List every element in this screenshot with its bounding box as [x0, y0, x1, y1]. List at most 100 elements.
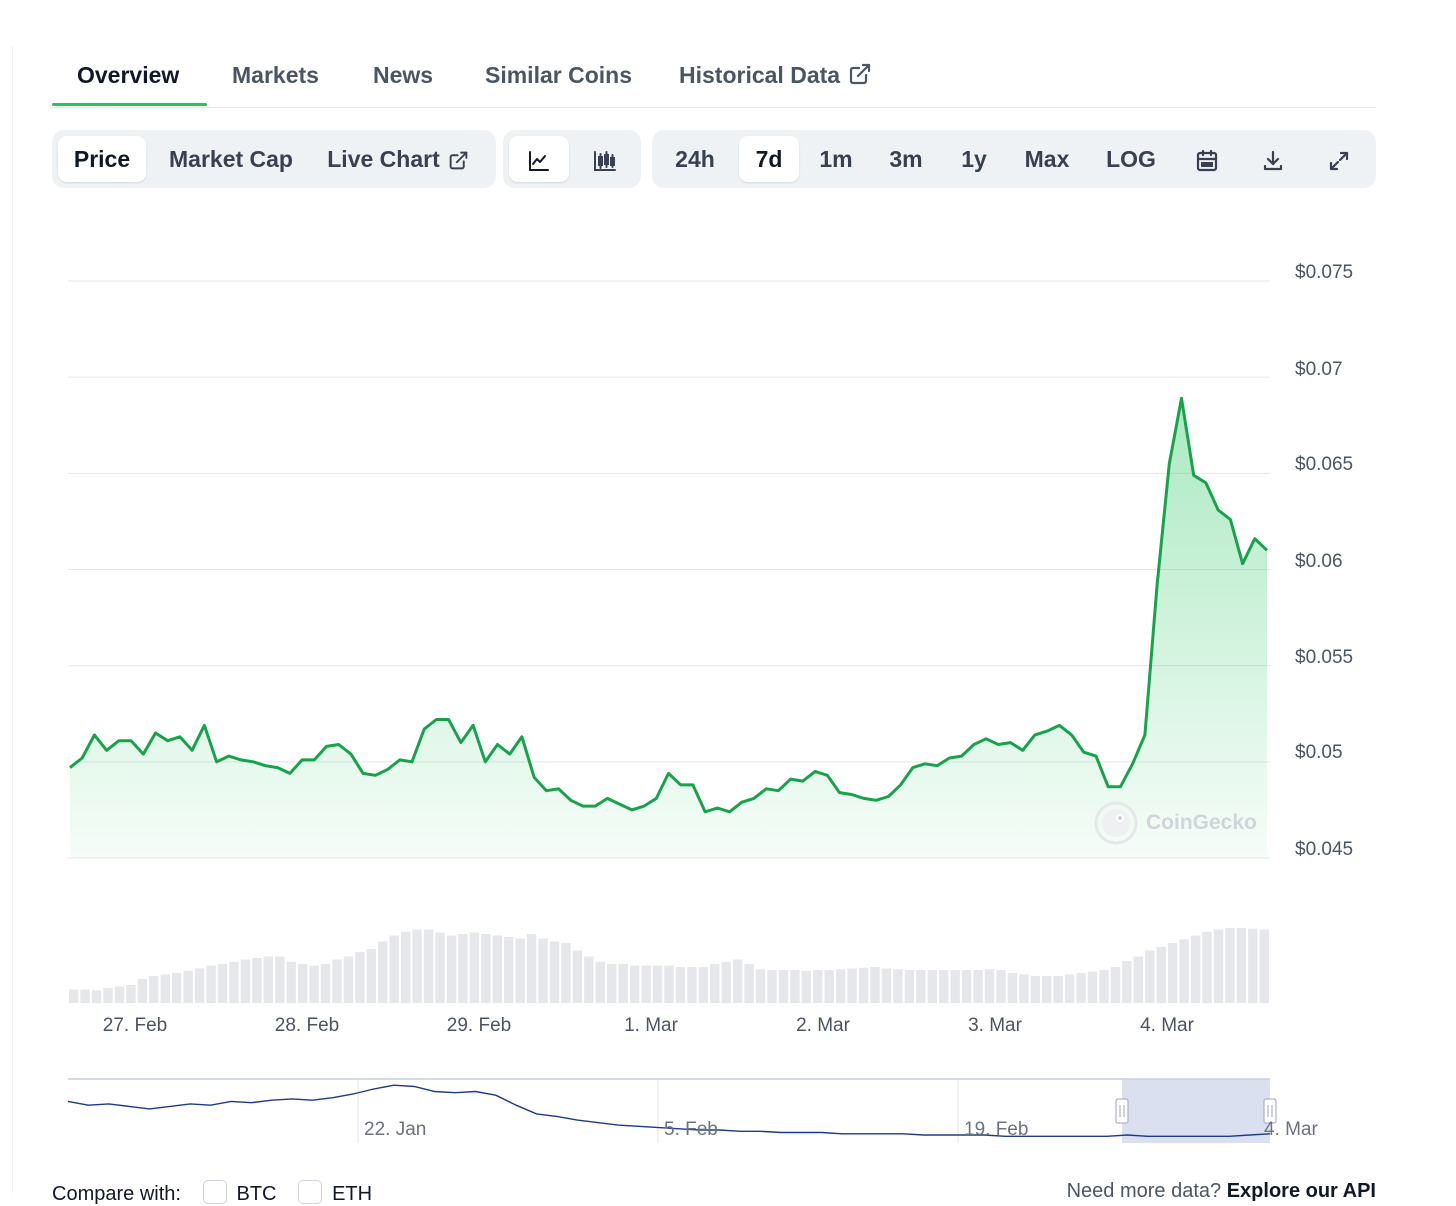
volume-bar [1064, 974, 1075, 1003]
tab-markets[interactable]: Markets [232, 62, 319, 88]
volume-bar [435, 932, 445, 1003]
fullscreen-icon [1329, 151, 1349, 171]
volume-bar [893, 969, 903, 1004]
volume-bar [629, 965, 640, 1003]
volume-bar [309, 965, 319, 1003]
volume-bar [492, 935, 502, 1003]
api-promo-text: Need more data? [1066, 1180, 1222, 1202]
compare-row: Compare with: BTC ETH [52, 1180, 372, 1206]
x-axis-label: 29. Feb [446, 1015, 512, 1036]
active-tab-indicator [52, 103, 207, 106]
volume-bar [1259, 929, 1269, 1003]
navigator-left-handle[interactable] [1115, 1098, 1129, 1124]
explore-api-link[interactable]: Explore our API [1226, 1180, 1376, 1202]
volume-bar [1190, 935, 1201, 1003]
compare-eth-checkbox[interactable] [298, 1180, 323, 1204]
volume-bar [458, 934, 468, 1003]
range-24h-button[interactable]: 24h [675, 146, 715, 172]
volume-bar [652, 965, 663, 1003]
volume-bar [870, 967, 880, 1003]
range-1y-button[interactable]: 1y [961, 146, 987, 172]
candlestick-chart-button[interactable] [575, 136, 635, 182]
volume-bar [641, 965, 651, 1003]
volume-bar [1248, 928, 1258, 1004]
volume-bar [1179, 939, 1189, 1004]
fullscreen-button[interactable] [1314, 136, 1364, 182]
volume-bar [183, 970, 193, 1004]
log-scale-button[interactable]: LOG [1106, 146, 1156, 172]
volume-bar [149, 976, 159, 1003]
volume-bar [1225, 928, 1235, 1003]
download-button[interactable] [1248, 136, 1298, 182]
volume-bar [710, 964, 720, 1003]
y-axis-label: $0.075 [1295, 262, 1354, 283]
volume-bar [572, 950, 583, 1003]
volume-bar [1145, 950, 1155, 1003]
volume-bar [343, 956, 354, 1003]
volume-bar [114, 986, 125, 1003]
volume-bar [1087, 971, 1098, 1003]
line-chart-button[interactable] [509, 136, 569, 182]
volume-bar [1236, 928, 1247, 1003]
navigator-date-label: 19. Feb [964, 1119, 1029, 1140]
volume-bar [412, 929, 422, 1003]
volume-bar [1156, 946, 1166, 1004]
volume-bar [755, 969, 766, 1004]
volume-bar [504, 937, 514, 1003]
volume-bar [1110, 967, 1121, 1003]
navigator-right-handle[interactable] [1263, 1098, 1277, 1124]
range-max-button[interactable]: Max [1024, 146, 1070, 172]
tab-overview[interactable]: Overview [77, 62, 180, 88]
download-icon [1263, 150, 1283, 171]
volume-bar [916, 970, 926, 1003]
navigator-selection[interactable] [1122, 1079, 1270, 1143]
tab-similar-coins[interactable]: Similar Coins [485, 62, 632, 88]
external-link-icon [449, 152, 468, 170]
range-7d-button[interactable]: 7d [739, 136, 799, 182]
range-navigator[interactable] [67, 1078, 1277, 1143]
compare-label: Compare with: [52, 1183, 181, 1205]
volume-bar [790, 970, 800, 1003]
volume-bar [687, 967, 697, 1003]
volume-bar [389, 935, 399, 1003]
price-area-fill [70, 398, 1267, 858]
range-3m-button[interactable]: 3m [889, 146, 923, 172]
x-axis-label: 28. Feb [274, 1015, 340, 1036]
volume-bar [69, 989, 79, 1003]
volume-bar [252, 958, 262, 1003]
coingecko-watermark: CoinGecko [1094, 801, 1257, 845]
external-link-icon [849, 63, 871, 85]
y-axis-label: $0.055 [1295, 647, 1354, 668]
price-button[interactable]: Price [58, 136, 146, 182]
volume-bar [91, 990, 102, 1004]
x-axis-label: 2. Mar [796, 1015, 850, 1036]
volume-bar [217, 964, 228, 1003]
volume-bar [206, 965, 216, 1003]
date-range-button[interactable] [1182, 136, 1232, 182]
volume-bar [103, 988, 113, 1003]
market-cap-button[interactable]: Market Cap [169, 146, 293, 172]
volume-bar [973, 970, 983, 1003]
live-chart-label: Live Chart [327, 146, 440, 172]
volume-bar [824, 970, 834, 1003]
range-1m-button[interactable]: 1m [819, 146, 853, 172]
volume-bar [1202, 931, 1212, 1004]
volume-bar [904, 970, 915, 1003]
tab-historical-data[interactable]: Historical Data [679, 62, 872, 89]
volume-bar [286, 961, 296, 1004]
volume-bars [69, 928, 1269, 1004]
y-axis-label: $0.065 [1295, 454, 1354, 475]
volume-bar [160, 974, 170, 1003]
tab-news[interactable]: News [373, 62, 434, 88]
volume-bar [607, 964, 617, 1003]
line-chart-icon [529, 150, 549, 171]
api-promo: Need more data? Explore our API [1067, 1180, 1376, 1203]
volume-bar [298, 964, 308, 1003]
volume-bar [721, 961, 731, 1004]
compare-btc-checkbox[interactable] [202, 1180, 227, 1204]
volume-bar [778, 970, 789, 1003]
volume-bar [526, 934, 537, 1003]
live-chart-button[interactable]: Live Chart [320, 136, 476, 182]
volume-bar [1030, 976, 1040, 1003]
volume-bar [469, 932, 480, 1003]
